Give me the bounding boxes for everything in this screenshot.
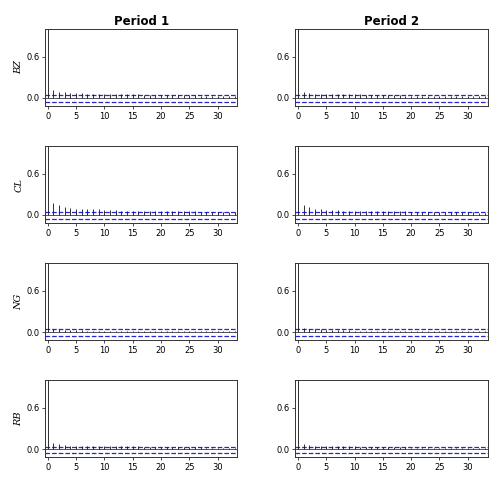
Y-axis label: BZ: BZ [14,60,24,75]
Title: Period 1: Period 1 [114,15,169,28]
Y-axis label: CL: CL [14,178,24,192]
Y-axis label: NG: NG [14,294,24,310]
Y-axis label: RB: RB [14,411,24,426]
Title: Period 2: Period 2 [364,15,419,28]
